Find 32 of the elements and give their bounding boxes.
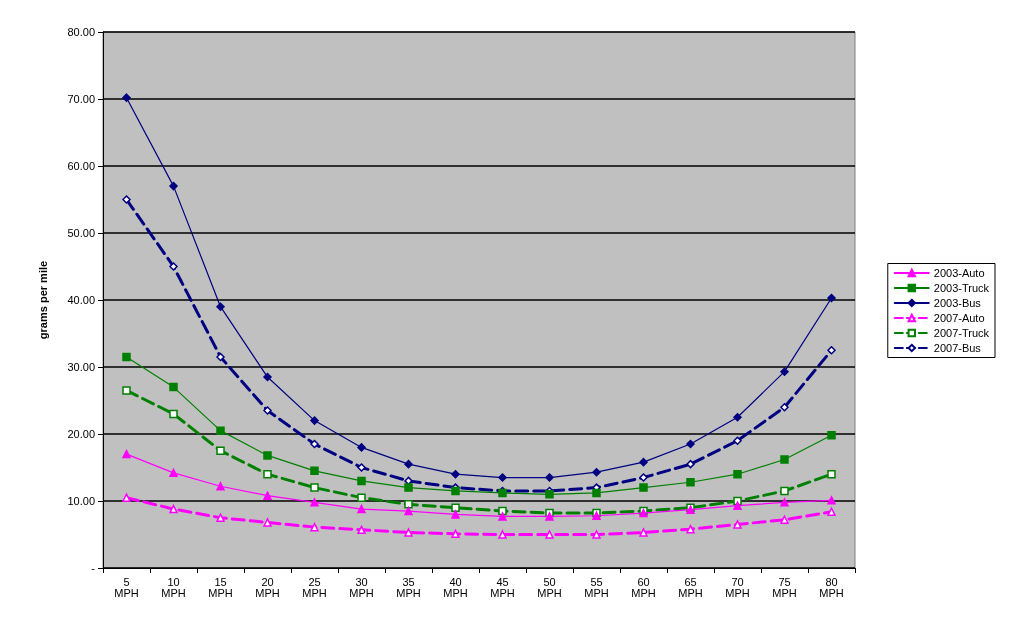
x-tick-label: 35 MPH [396,575,421,599]
x-tick-label: 55 MPH [584,575,609,599]
legend-label: 2007-Auto [933,312,985,324]
y-axis-title: grams per mile [36,260,49,340]
x-tick-label: 40 MPH [443,575,468,599]
y-tick-label: 10.00 [67,495,95,507]
legend-label: 2003-Bus [933,297,982,309]
legend-label: 2007-Truck [933,327,990,339]
x-tick-label: 20 MPH [255,575,280,599]
y-tick-label: 70.00 [67,93,95,105]
x-tick-label: 45 MPH [490,575,515,599]
x-tick-label: 65 MPH [678,575,703,599]
legend-label: 2003-Auto [933,267,985,279]
x-tick-label: 10 MPH [161,575,186,599]
x-tick-label: 80 MPH [819,575,844,599]
x-tick-label: 5 MPH [114,575,139,599]
y-tick-label: 80.00 [67,26,95,38]
y-tick-label: 20.00 [67,428,95,440]
x-tick-label: 15 MPH [208,575,233,599]
y-tick-label: 40.00 [67,294,95,306]
legend-label: 2003-Truck [933,282,990,294]
x-tick-label: 25 MPH [302,575,327,599]
y-tick-label: 60.00 [67,160,95,172]
x-tick-label: 60 MPH [631,575,656,599]
x-tick-label: 75 MPH [772,575,797,599]
legend-label: 2007-Bus [933,342,982,354]
x-tick-label: 50 MPH [537,575,562,599]
y-tick-label: 30.00 [67,361,95,373]
y-tick-label: - [91,562,96,574]
x-tick-label: 70 MPH [725,575,750,599]
y-tick-label: 50.00 [67,227,95,239]
x-tick-label: 30 MPH [349,575,374,599]
